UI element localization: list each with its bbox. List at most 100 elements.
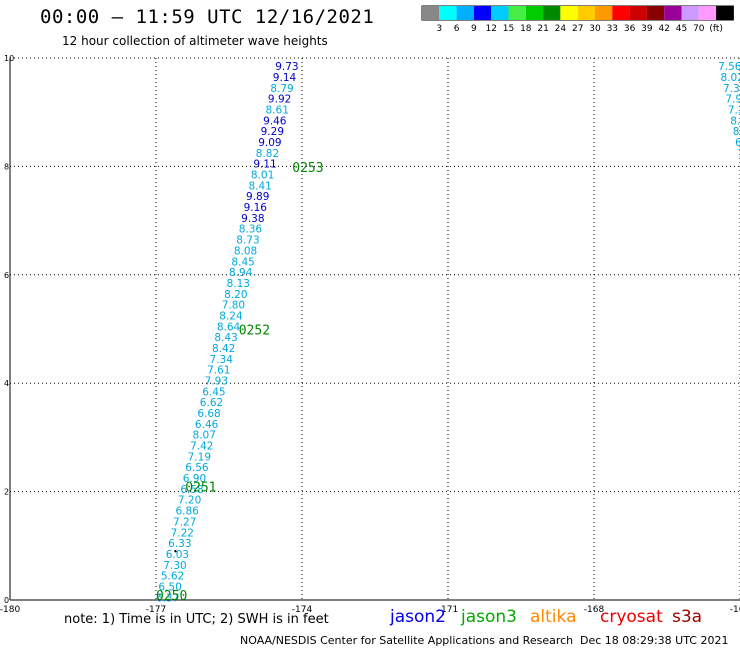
wave-height-value: 8.13	[227, 278, 250, 290]
wave-height-value: 6.56	[185, 462, 209, 474]
colorbar-swatch	[577, 6, 595, 20]
colorbar-swatch	[560, 6, 578, 20]
y-tick-label: 6	[4, 271, 9, 280]
footer-credit: NOAA/NESDIS Center for Satellite Applica…	[240, 634, 574, 647]
x-tick-label: -168	[584, 605, 605, 615]
colorbar-label: 6	[454, 24, 460, 34]
wave-height-value: 7.30	[163, 560, 186, 572]
wave-height-value: 8.82	[256, 148, 279, 160]
y-tick-label: 0	[4, 596, 9, 605]
wave-height-value: 8.43	[214, 332, 237, 344]
y-tick-label: 10	[4, 54, 14, 63]
wave-height-value: 7.61	[207, 365, 230, 377]
colorbar-label: 39	[641, 24, 653, 34]
wave-height-value: 8.73	[236, 235, 259, 247]
colorbar-swatch	[612, 6, 630, 20]
wave-height-value: 6.86	[175, 506, 199, 518]
colorbar-label: 3	[436, 24, 442, 34]
colorbar-swatch	[473, 6, 492, 20]
wave-height-value: 7.80	[222, 300, 245, 312]
wave-height-value: 9.16	[244, 202, 268, 214]
colorbar-label: (ft)	[709, 24, 723, 34]
wave-height-value: 8.45	[231, 256, 254, 268]
wave-height-value: 9.92	[268, 94, 291, 106]
wave-height-value: 9.89	[246, 191, 269, 203]
wave-height-value: 8.01	[251, 170, 274, 182]
units-note: note: 1) Time is in UTC; 2) SWH is in fe…	[64, 612, 329, 627]
wave-height-value: 7.30	[723, 83, 740, 95]
wave-height-value: 5.62	[161, 571, 184, 583]
colorbar-swatch	[439, 6, 457, 20]
y-tick-label: 8	[4, 162, 9, 171]
wave-height-value: 9.29	[261, 126, 284, 138]
colorbar-swatch	[543, 6, 561, 20]
colorbar-label: 12	[485, 24, 496, 34]
colorbar-label: 30	[589, 24, 601, 34]
x-tick-label: -171	[438, 605, 458, 615]
satellite-legend-jason3: jason3	[461, 607, 517, 627]
wave-height-value: 7.27	[173, 516, 196, 528]
x-tick-label: -180	[0, 605, 20, 615]
colorbar-swatch	[525, 6, 544, 20]
x-tick-label: -165	[730, 605, 740, 615]
y-tick-label: 2	[4, 488, 9, 497]
colorbar-swatch	[681, 6, 699, 20]
wave-height-value: 8.24	[219, 310, 243, 322]
wave-height-value: 8.20	[224, 289, 247, 301]
colorbar-label: 45	[676, 24, 687, 34]
x-tick-label: -174	[292, 605, 313, 615]
wave-height-value: 8.07	[193, 430, 216, 442]
colorbar-label: 42	[658, 24, 669, 34]
wave-height-value: 9.11	[253, 159, 276, 171]
satellite-legend-altika: altika	[530, 607, 577, 627]
wave-height-value: 6.37	[156, 592, 179, 604]
colorbar-label: 33	[607, 24, 618, 34]
wave-height-value: 6.45	[202, 386, 225, 398]
colorbar-label: 21	[537, 24, 548, 34]
colorbar-swatch	[508, 6, 526, 20]
wave-height-value: 9.73	[275, 61, 298, 73]
time-label: 0250	[156, 589, 187, 604]
wave-height-value: 6.33	[168, 538, 191, 550]
wave-height-value: 8.36	[239, 224, 263, 236]
wave-height-value: 6.62	[200, 397, 223, 409]
satellite-legend-jason2: jason2	[390, 607, 446, 627]
time-label: 0252	[239, 323, 270, 338]
wave-height-value: 7.20	[178, 495, 201, 507]
time-label: 0251	[185, 481, 216, 496]
page-subtitle: 12 hour collection of altimeter wave hei…	[62, 34, 328, 48]
wave-height-value: 7.39	[728, 104, 740, 116]
wave-height-value: 7.34	[210, 354, 234, 366]
wave-height-value: 9.14	[273, 72, 297, 84]
colorbar-label: 15	[503, 24, 514, 34]
wave-height-value: 7.93	[205, 375, 228, 387]
wave-height-value: 8.94	[229, 267, 253, 279]
x-tick-label: -177	[146, 605, 166, 615]
colorbar-swatch	[716, 6, 734, 20]
wave-height-value: 8.02	[721, 72, 740, 84]
page-title: 00:00 – 11:59 UTC 12/16/2021	[40, 6, 375, 28]
wave-height-value: 8.79	[270, 83, 293, 95]
footer-timestamp: Dec 18 08:29:38 UTC 2021	[580, 634, 729, 647]
wave-height-value: 6.58	[180, 484, 203, 496]
satellite-legend-cryosat: cryosat	[600, 607, 663, 627]
wave-height-value: 8.41	[248, 180, 271, 192]
wave-height-value: 6.03	[166, 549, 189, 561]
colorbar-swatch	[698, 6, 717, 20]
colorbar-label: 24	[555, 24, 567, 34]
wave-height-value: 7.42	[190, 441, 213, 453]
colorbar-swatch	[664, 6, 682, 20]
wave-height-value: 7.19	[188, 451, 211, 463]
satellite-legend-s3a: s3a	[672, 607, 703, 627]
wave-height-value: 9.38	[241, 213, 264, 225]
wave-height-value: 9.09	[258, 137, 281, 149]
colorbar-swatch	[629, 6, 647, 20]
wave-height-value: 7.93	[725, 94, 740, 106]
wave-height-value: 9.46	[263, 115, 287, 127]
wave-height-value: 6.46	[195, 419, 219, 431]
wave-height-value: 8.42	[212, 343, 235, 355]
wave-height-value: 8.61	[266, 104, 289, 116]
wave-height-value: 6.50	[158, 581, 181, 593]
wave-height-value: 8.02	[730, 115, 740, 127]
